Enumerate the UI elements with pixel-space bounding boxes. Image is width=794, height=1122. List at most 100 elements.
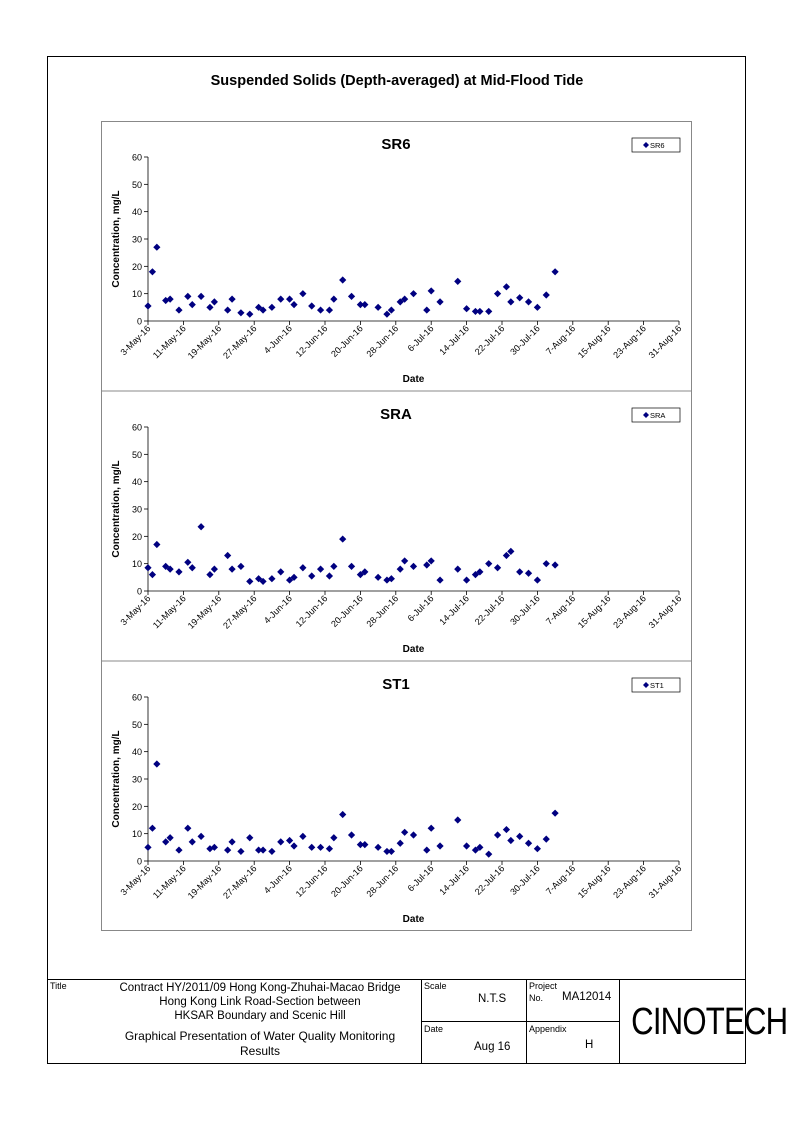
data-point <box>210 843 218 851</box>
data-point <box>277 295 285 303</box>
data-point <box>330 295 338 303</box>
x-tick-label: 23-Aug-16 <box>611 863 648 900</box>
x-tick-label: 11-May-16 <box>151 323 188 360</box>
data-point <box>148 268 157 276</box>
data-point <box>325 845 334 853</box>
y-tick-label: 20 <box>132 532 142 542</box>
legend-label: SRA <box>650 411 665 420</box>
data-point <box>507 836 515 845</box>
data-point <box>144 564 152 572</box>
data-point <box>502 283 511 291</box>
x-tick-label: 4-Jun-16 <box>262 863 294 895</box>
data-point <box>339 276 347 284</box>
report-subtitle-line: Results <box>239 1044 280 1058</box>
data-point <box>255 846 263 854</box>
data-point <box>237 309 245 317</box>
data-point <box>339 535 347 543</box>
data-point <box>463 305 471 313</box>
data-point <box>246 834 254 842</box>
data-point <box>197 832 205 840</box>
x-tick-label: 20-Jun-16 <box>329 863 365 899</box>
x-tick-label: 22-Jul-16 <box>473 593 507 627</box>
data-point <box>361 301 369 309</box>
date-value: Aug 16 <box>474 1041 511 1053</box>
x-tick-label: 30-Jul-16 <box>508 593 542 627</box>
data-point <box>228 838 236 846</box>
data-point <box>224 306 232 314</box>
x-tick-label: 11-May-16 <box>151 593 188 630</box>
data-point <box>237 847 245 856</box>
x-tick-label: 19-May-16 <box>186 593 223 630</box>
data-point <box>166 565 174 573</box>
y-tick-label: 30 <box>132 775 142 785</box>
data-point <box>175 306 183 314</box>
y-tick-label: 30 <box>132 505 142 515</box>
title-block-top-rule <box>47 979 746 981</box>
data-point <box>148 571 157 579</box>
appendix-value: H <box>585 1039 594 1051</box>
data-point <box>286 836 294 845</box>
y-tick-label: 20 <box>132 802 142 812</box>
data-point <box>533 576 541 584</box>
data-point <box>542 291 550 299</box>
x-axis-label: Date <box>403 374 425 385</box>
data-point <box>206 303 214 311</box>
x-tick-label: 15-Aug-16 <box>576 863 613 900</box>
data-point <box>184 558 192 566</box>
data-point <box>153 243 161 251</box>
data-point <box>423 561 431 569</box>
data-point <box>162 838 170 846</box>
data-point <box>551 268 559 276</box>
data-point <box>347 831 356 839</box>
page-frame <box>47 56 746 1064</box>
x-tick-label: 23-Aug-16 <box>611 323 648 360</box>
x-tick-label: 6-Jul-16 <box>406 593 436 623</box>
y-axis-label: Concentration, mg/L <box>111 460 122 557</box>
x-tick-label: 20-Jun-16 <box>329 323 365 359</box>
y-tick-label: 40 <box>132 207 142 217</box>
x-tick-label: 12-Jun-16 <box>294 323 330 359</box>
data-point <box>325 572 334 580</box>
data-point <box>210 565 218 573</box>
data-point <box>268 303 276 311</box>
x-tick-label: 27-May-16 <box>221 863 258 900</box>
y-tick-label: 0 <box>137 857 142 867</box>
data-point <box>427 287 435 295</box>
legend-box <box>631 407 681 423</box>
data-point <box>144 843 152 851</box>
data-point <box>516 568 524 576</box>
data-point <box>286 576 294 584</box>
y-tick-label: 20 <box>132 262 142 272</box>
title-block-divider <box>421 1021 619 1022</box>
x-tick-label: 22-Jul-16 <box>473 863 507 897</box>
data-point <box>148 824 157 832</box>
x-tick-label: 30-Jul-16 <box>508 863 542 897</box>
data-point <box>162 562 170 570</box>
data-point <box>502 825 511 834</box>
data-point <box>316 306 325 314</box>
data-point <box>277 568 285 576</box>
project-number: MA12014 <box>562 991 612 1003</box>
data-point <box>356 301 364 309</box>
data-point <box>533 303 541 311</box>
y-tick-label: 40 <box>132 477 142 487</box>
data-point <box>339 810 347 819</box>
data-point <box>356 571 364 579</box>
data-point <box>237 562 245 570</box>
x-tick-label: 12-Jun-16 <box>294 863 330 899</box>
x-tick-label: 19-May-16 <box>186 863 223 900</box>
data-point <box>206 571 214 579</box>
x-tick-label: 28-Jun-16 <box>364 863 400 899</box>
data-point <box>551 561 559 569</box>
data-point <box>374 573 382 581</box>
data-point <box>396 565 404 573</box>
data-point <box>246 577 254 586</box>
data-point <box>259 577 267 586</box>
scale-value: N.T.S <box>478 993 507 1005</box>
data-point <box>197 292 205 300</box>
legend-label: SR6 <box>650 141 665 150</box>
data-point <box>387 847 395 856</box>
data-point <box>476 843 484 851</box>
contract-title-line: Hong Kong Link Road-Section between <box>159 996 361 1008</box>
data-point <box>493 831 502 839</box>
